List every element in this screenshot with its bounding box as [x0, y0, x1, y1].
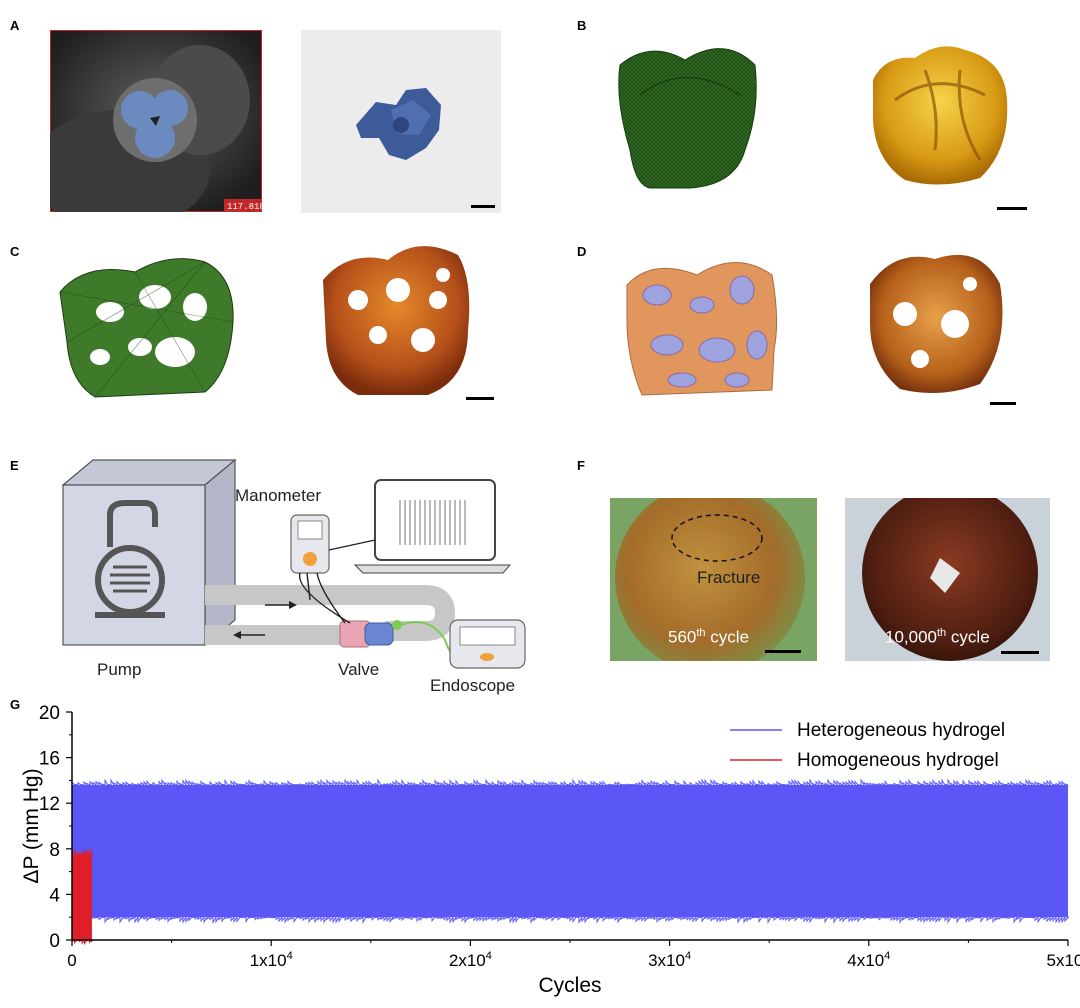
series-top-edge [71, 778, 1069, 787]
panel-label-d: D [577, 244, 587, 259]
panel-label-e: E [10, 458, 19, 473]
scale-bar-c [466, 397, 494, 400]
cycle-10000-label: 10,000th cycle [885, 627, 990, 648]
x-tick-label: 1x104 [250, 950, 293, 970]
printed-valve-amber-d [860, 244, 1016, 405]
endoscope-label: Endoscope [430, 676, 516, 695]
y-tick-label: 16 [39, 749, 60, 770]
scale-bar-d [990, 402, 1016, 405]
x-tick-label: 4x104 [847, 950, 890, 970]
cycle-560-word: cycle [705, 627, 750, 647]
panel-label-g: G [10, 697, 21, 712]
y-tick-label: 12 [39, 794, 60, 815]
series-band-heterogeneous [72, 784, 1068, 918]
pump-icon [95, 500, 165, 618]
cycle-560-label: 560th cycle [668, 627, 749, 648]
valve-label: Valve [338, 660, 380, 679]
series-top-edge [71, 848, 93, 857]
scale-bar-b [997, 207, 1027, 210]
endoscope-photo-560 [610, 483, 817, 673]
x-tick-label: 5x104 [1047, 950, 1080, 970]
panel-label-f: F [577, 458, 585, 473]
scale-bar-f2 [1001, 651, 1039, 654]
cycle-560-sup: th [696, 627, 706, 639]
y-tick-label: 0 [49, 931, 60, 952]
y-tick-label: 20 [39, 703, 60, 724]
endoscope-photo-10000 [845, 485, 1050, 661]
ct-readout: 117.8184 [227, 202, 262, 212]
printed-valve-yellow [865, 40, 1027, 210]
lattice-mesh-green-c [55, 252, 240, 402]
panel-label-b: B [577, 18, 587, 33]
x-axis-title: Cycles [538, 974, 601, 997]
cycle-10000-sup: th [937, 627, 947, 639]
y-axis-title: ΔP (mm Hg) [20, 768, 43, 883]
panel-label-c: C [10, 244, 20, 259]
x-tick-label: 0 [67, 951, 76, 970]
valve-3d-model-blue [301, 30, 501, 213]
series-bottom-edge [71, 915, 1069, 925]
pump-label: Pump [97, 660, 142, 679]
y-tick-label: 4 [49, 885, 60, 906]
ct-scan-image: 117.8184 [30, 29, 270, 230]
x-tick-label: 2x104 [449, 950, 492, 970]
pressure-chart: 0 4 8 12 16 20 0 1x104 2x104 3x104 4x104 5x104 Cycle… [20, 703, 1080, 997]
panel-label-a: A [10, 18, 20, 33]
series-band-homogeneous [72, 854, 92, 940]
y-tick-label: 8 [49, 840, 60, 861]
scale-bar-f1 [765, 650, 801, 653]
legend-label: Heterogeneous hydrogel [797, 720, 1005, 741]
scale-bar-a [471, 205, 495, 208]
printed-valve-amber-c [318, 240, 494, 400]
cycle-10000-word: cycle [946, 627, 990, 647]
heterogeneous-schematic-d [622, 250, 782, 398]
fracture-label: Fracture [697, 568, 761, 587]
flow-loop-schematic [55, 455, 545, 680]
valve-mesh-green-b [610, 40, 765, 190]
cycle-560-number: 560 [668, 627, 697, 647]
manometer-label: Manometer [235, 486, 321, 505]
legend-label: Homogeneous hydrogel [797, 750, 999, 771]
x-tick-label: 3x104 [648, 950, 691, 970]
cycle-10000-number: 10,000 [885, 627, 937, 647]
